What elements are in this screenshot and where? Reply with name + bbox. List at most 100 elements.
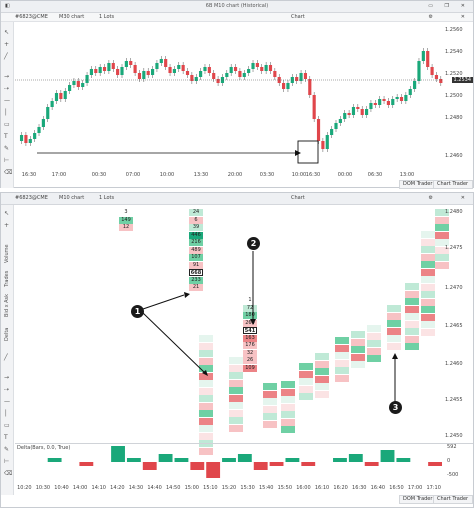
candle-body bbox=[190, 75, 194, 81]
delta-bar bbox=[237, 454, 252, 462]
rectangle-icon[interactable]: ▭ bbox=[4, 422, 10, 429]
dom-trader-tab[interactable]: DOM Trader bbox=[399, 180, 437, 189]
arrow-icon[interactable]: → bbox=[4, 374, 10, 381]
footprint-block bbox=[199, 365, 213, 372]
eraser-icon[interactable]: ⌫ bbox=[4, 470, 13, 477]
candle-body bbox=[378, 99, 382, 105]
line-icon[interactable]: ╱ bbox=[4, 53, 8, 60]
text-icon[interactable]: T bbox=[4, 434, 8, 441]
footprint-block bbox=[421, 291, 435, 298]
dom-trader-tab[interactable]: DOM Trader bbox=[399, 495, 437, 504]
rectangle-icon[interactable]: ▭ bbox=[4, 121, 10, 128]
y-tick: 1.2520 bbox=[445, 71, 463, 77]
restore-icon[interactable]: ❐ bbox=[444, 3, 449, 9]
candle-body bbox=[59, 93, 63, 99]
footprint-cell: 668 bbox=[189, 269, 203, 276]
x-tick: 16:50 bbox=[389, 485, 404, 491]
footprint-block bbox=[421, 268, 435, 276]
footprint-cell: 149 bbox=[119, 216, 133, 224]
footprint-block bbox=[199, 357, 213, 365]
candle-body bbox=[382, 99, 386, 101]
delta-bar bbox=[142, 462, 157, 470]
delta-axis-zero: 0 bbox=[447, 458, 451, 464]
footprint-block bbox=[229, 372, 243, 379]
candle-body bbox=[391, 99, 395, 105]
footprint-block bbox=[335, 374, 349, 382]
delta-axis-top: 592 bbox=[447, 444, 457, 450]
y-tick: 1.2560 bbox=[445, 27, 463, 33]
candle-body bbox=[98, 67, 102, 73]
footprint-block bbox=[281, 418, 295, 426]
line-icon[interactable]: ╱ bbox=[4, 354, 8, 361]
symbol-selector[interactable]: #6823@CME bbox=[15, 14, 48, 20]
arrow-1b-head bbox=[202, 370, 208, 376]
footprint-block bbox=[387, 305, 401, 312]
x-tick: 10:20 bbox=[17, 485, 32, 491]
candle-body bbox=[111, 63, 115, 69]
y-tick: 1.2480 bbox=[445, 209, 463, 215]
footprint-block bbox=[351, 338, 365, 346]
vertical-line-icon[interactable]: │ bbox=[4, 109, 8, 116]
delta-bar bbox=[253, 462, 268, 470]
brush-icon[interactable]: ✎ bbox=[4, 446, 10, 453]
candle-body bbox=[133, 65, 137, 73]
drawing-toolbar: ↖ + ╱ → ⇢ — │ ▭ T ✎ ⊢ ⌫ Volume Trades Bi… bbox=[1, 205, 14, 495]
ruler-icon[interactable]: ⊢ bbox=[4, 458, 10, 465]
arrow-1b bbox=[142, 312, 206, 374]
footprint-chart[interactable]: 3 149 12 24 6 39 446 216 489 107 91 668 233 21 1 72 180 2… bbox=[15, 205, 449, 455]
timeframe-selector[interactable]: M10 chart bbox=[59, 195, 85, 201]
close-icon[interactable]: ✕ bbox=[460, 14, 465, 20]
ray-icon[interactable]: ⇢ bbox=[4, 85, 10, 92]
candle-body bbox=[129, 61, 133, 65]
footprint-block bbox=[199, 372, 213, 380]
footprint-block bbox=[335, 359, 349, 367]
delta-bar bbox=[333, 458, 347, 462]
delta-pane: Delta(Bars, 0.0, True) 592 0 -500 bbox=[15, 443, 473, 481]
zoom-in-icon[interactable]: + bbox=[4, 222, 10, 229]
ruler-icon[interactable]: ⊢ bbox=[4, 157, 10, 164]
chart-tab[interactable]: Chart bbox=[291, 14, 305, 20]
chart-trader-tab[interactable]: Chart Trader bbox=[433, 495, 473, 504]
candle-body bbox=[373, 103, 377, 105]
cursor-icon[interactable]: ↖ bbox=[4, 210, 10, 217]
candle-body bbox=[308, 79, 312, 95]
candle-body bbox=[107, 63, 111, 71]
footprint-cell: 216 bbox=[189, 239, 203, 246]
candle-body bbox=[85, 75, 89, 83]
chart-trader-tab[interactable]: Chart Trader bbox=[433, 180, 473, 189]
candle-body bbox=[321, 141, 325, 149]
cursor-icon[interactable]: ↖ bbox=[4, 29, 10, 36]
delta-label: Delta(Bars, 0.0, True) bbox=[17, 445, 71, 451]
horizontal-line-icon[interactable]: — bbox=[4, 97, 10, 104]
arrow-icon[interactable]: → bbox=[4, 73, 10, 80]
settings-icon[interactable]: ⚙ bbox=[428, 195, 433, 201]
timeframe-selector[interactable]: M30 chart bbox=[59, 14, 85, 20]
price-chart[interactable] bbox=[15, 23, 443, 169]
zoom-in-icon[interactable]: + bbox=[4, 41, 10, 48]
candle-body bbox=[19, 135, 24, 141]
chart-tab[interactable]: Chart bbox=[291, 195, 305, 201]
horizontal-line-icon[interactable]: — bbox=[4, 398, 10, 405]
minimize-icon[interactable]: ▭ bbox=[428, 3, 433, 9]
footprint-block bbox=[199, 432, 213, 440]
lots-selector[interactable]: 1 Lots bbox=[99, 14, 115, 20]
delta-bar bbox=[348, 454, 363, 462]
x-tick: 15:50 bbox=[277, 485, 293, 491]
close-icon[interactable]: ✕ bbox=[460, 3, 465, 9]
marker-2: 2 bbox=[247, 237, 260, 250]
footprint-cell: 24 bbox=[189, 209, 203, 216]
vertical-line-icon[interactable]: │ bbox=[4, 410, 8, 417]
lots-selector[interactable]: 1 Lots bbox=[99, 195, 115, 201]
settings-icon[interactable]: ⚙ bbox=[428, 14, 433, 20]
symbol-selector[interactable]: #6823@CME bbox=[15, 195, 48, 201]
eraser-icon[interactable]: ⌫ bbox=[4, 169, 13, 176]
candle-body bbox=[439, 79, 443, 83]
footprint-cell: 91 bbox=[189, 261, 203, 269]
brush-icon[interactable]: ✎ bbox=[4, 145, 10, 152]
candle-body bbox=[120, 67, 124, 75]
candle-body bbox=[212, 73, 216, 79]
footprint-block bbox=[299, 385, 313, 393]
ray-icon[interactable]: ⇢ bbox=[4, 386, 10, 393]
text-icon[interactable]: T bbox=[4, 133, 8, 140]
close-icon[interactable]: ✕ bbox=[460, 195, 465, 201]
